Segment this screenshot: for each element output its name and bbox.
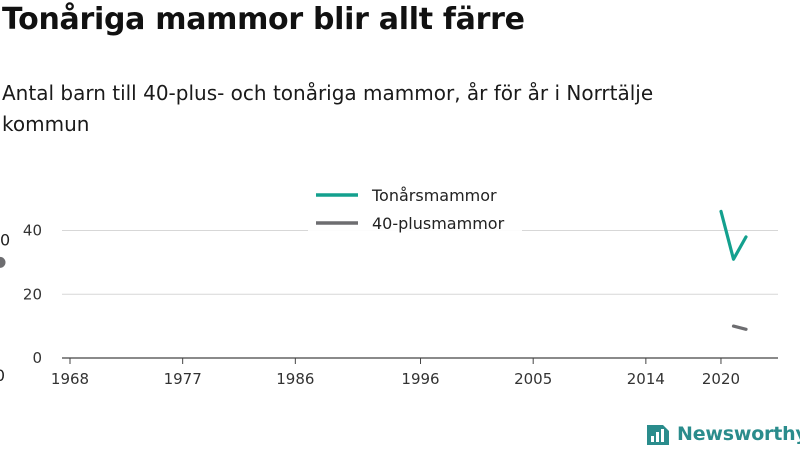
- series-line-40-plusmammor: [731, 324, 748, 331]
- x-tick-label: 1996: [401, 370, 439, 388]
- series-line-tonårsmammor: [719, 209, 748, 261]
- end-value-label: 0: [0, 366, 5, 385]
- x-tick-label: 2014: [627, 370, 665, 388]
- legend-background: [308, 180, 522, 240]
- x-tick-label: 2005: [514, 370, 552, 388]
- brand-logo: Newsworthy: [645, 420, 800, 448]
- y-tick-label: 0: [32, 349, 42, 367]
- x-tick-label: 1968: [51, 370, 89, 388]
- legend-label: 40-plusmammor: [372, 214, 505, 233]
- legend-label: Tonårsmammor: [371, 186, 497, 205]
- brand-name: Newsworthy: [677, 423, 800, 445]
- newsworthy-logo-icon: [647, 425, 669, 445]
- y-tick-label: 20: [23, 285, 42, 303]
- end-point-marker: [0, 256, 6, 268]
- x-tick-label: 1986: [276, 370, 314, 388]
- end-value-label: 30: [0, 230, 10, 249]
- x-tick-label: 1977: [164, 370, 202, 388]
- x-tick-label: 2020: [702, 370, 740, 388]
- chart-title: Tonåriga mammor blir allt färre: [2, 2, 525, 37]
- y-tick-label: 40: [23, 222, 42, 240]
- chart-subtitle: Antal barn till 40-plus- och tonåriga ma…: [2, 81, 654, 136]
